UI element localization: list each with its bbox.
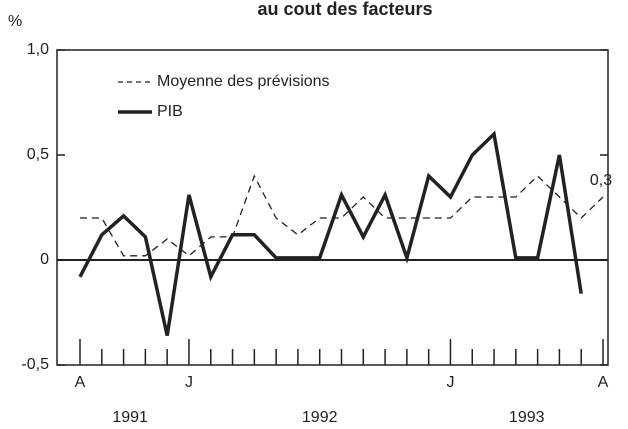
x-tick-label: A: [598, 374, 609, 391]
y-unit: %: [8, 13, 22, 30]
series-line: [80, 174, 604, 257]
legend-label: Moyenne des prévisions: [157, 73, 330, 90]
year-label: 1992: [302, 409, 338, 426]
y-tick-label: 0,5: [27, 146, 49, 163]
y-tick-label: 1,0: [27, 41, 49, 58]
x-tick-label: J: [446, 374, 454, 391]
year-label: 1991: [112, 409, 148, 426]
x-tick-label: A: [75, 374, 86, 391]
y-tick-label: -0,5: [21, 356, 49, 373]
series-line: [78, 130, 583, 336]
plot-frame: [56, 49, 609, 366]
legend-label: PIB: [157, 103, 183, 120]
y-tick-label: 0: [40, 251, 49, 268]
value-label: 0,3: [590, 172, 612, 189]
year-label: 1993: [509, 409, 545, 426]
x-tick-label: J: [185, 374, 193, 391]
chart-title: au cout des facteurs: [257, 0, 432, 19]
